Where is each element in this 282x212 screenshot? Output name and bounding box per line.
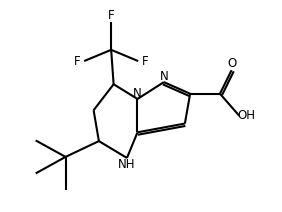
Text: F: F [74, 54, 80, 68]
Text: N: N [159, 70, 168, 83]
Text: N: N [133, 87, 142, 100]
Text: F: F [142, 54, 149, 68]
Text: F: F [108, 9, 114, 22]
Text: OH: OH [237, 109, 255, 122]
Text: O: O [227, 57, 236, 70]
Text: NH: NH [118, 159, 136, 172]
